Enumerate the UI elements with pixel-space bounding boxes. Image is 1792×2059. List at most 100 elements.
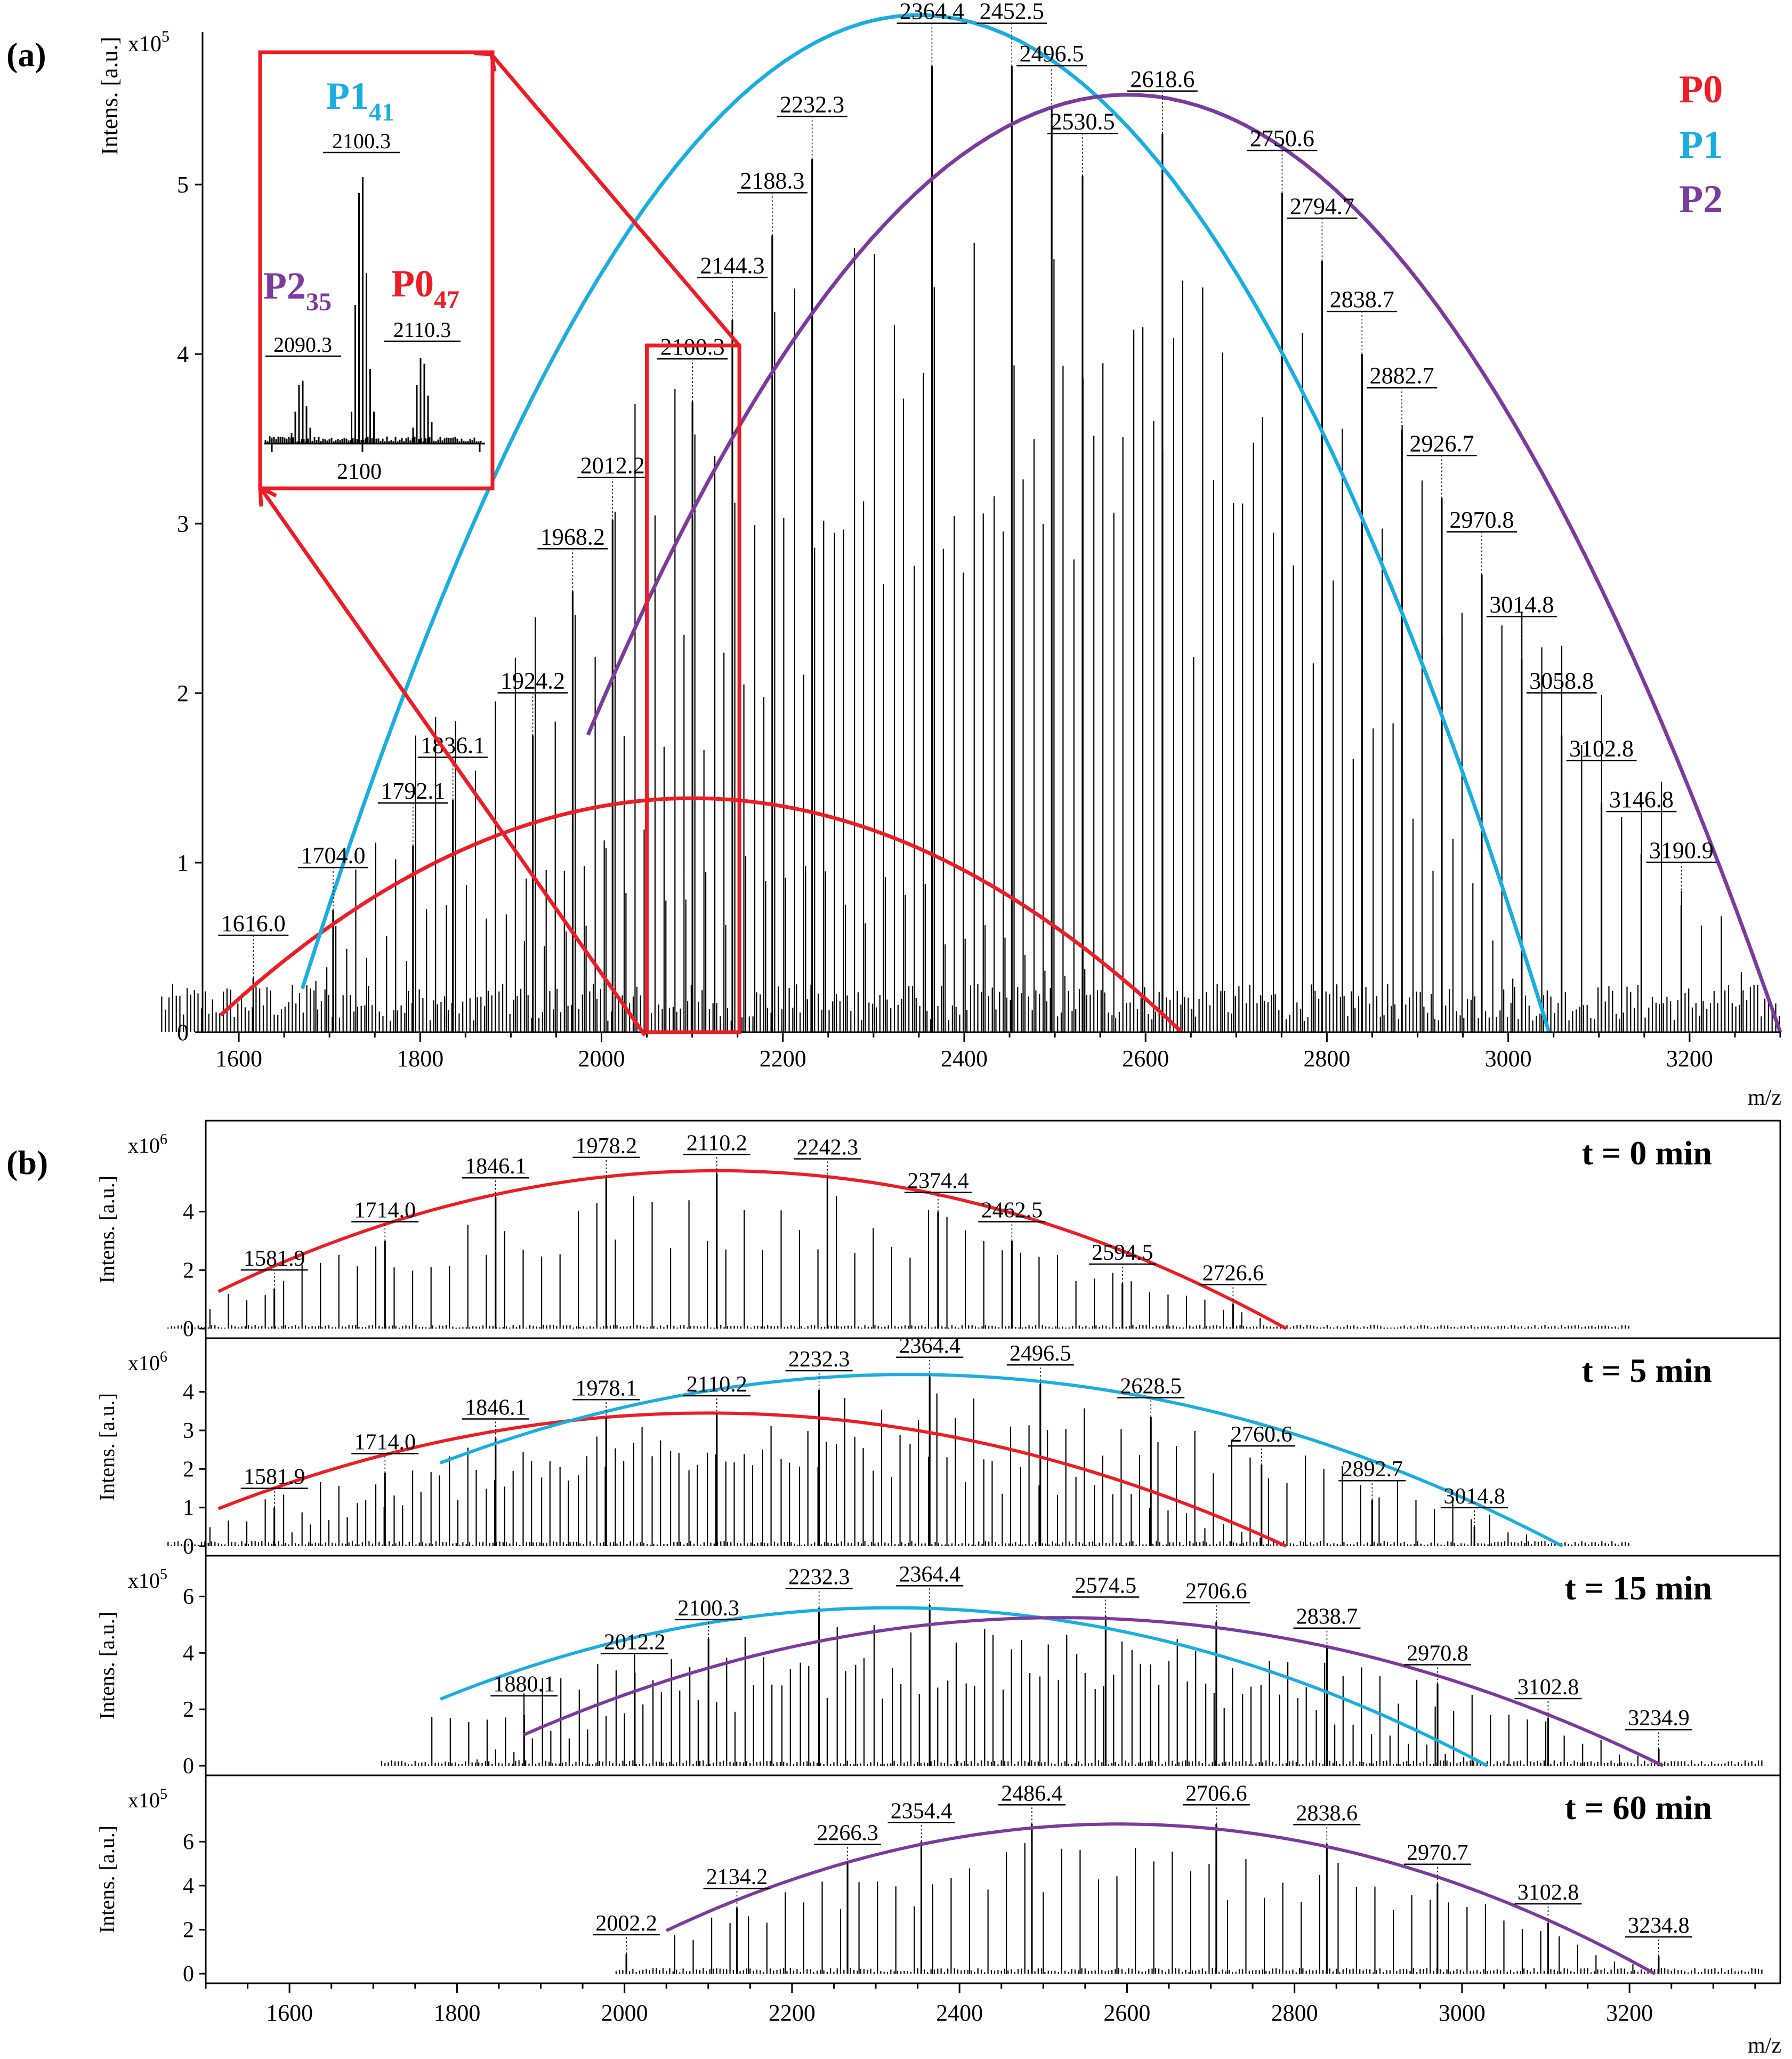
subplot-ylabel: Intens. [a.u.] [95, 1393, 119, 1501]
x-tick-label: 2200 [760, 1045, 806, 1072]
peak-label: 2266.3 [817, 1821, 878, 1846]
inset: P141 P235 P047 2090.3 2100.3 2110.3 2100 [258, 50, 495, 490]
y-multiplier: x106 [128, 1131, 167, 1157]
peak-label: 1616.0 [221, 910, 286, 936]
subplot-title: t = 15 min [1565, 1569, 1712, 1607]
peak-label: 2530.5 [1050, 108, 1115, 134]
peak-label: 2760.6 [1231, 1422, 1293, 1447]
panel-a-y-multiplier: x105 [128, 28, 169, 57]
panel-a: (a) Intens. [a.u.] x105 m/z 1616.0 1704.0… [6, 0, 1782, 1110]
peak-label: 1714.0 [354, 1198, 416, 1222]
spectrum-trace [167, 1196, 1629, 1329]
y-multiplier: x106 [128, 1349, 167, 1375]
peak-label: 2100.3 [677, 1596, 739, 1621]
legend-p0: P0 [1679, 68, 1723, 111]
envelope-p1 [439, 1606, 1488, 1767]
peak-label: 2706.6 [1185, 1579, 1247, 1604]
x-tick-label: 2000 [578, 1045, 625, 1072]
peak-label: 2970.8 [1449, 506, 1514, 533]
y-tick-label: 3 [183, 1419, 194, 1443]
y-tick-label: 2 [183, 1698, 194, 1722]
envelope-p2 [523, 1616, 1664, 1767]
y-tick-label: 4 [183, 1200, 194, 1225]
zoom-arrows [258, 51, 741, 1037]
peak-label: 2232.3 [788, 1565, 850, 1590]
x-tick-label: 1600 [215, 1045, 262, 1072]
x-tick-label: 2200 [769, 2000, 816, 2026]
peak-label: 1792.1 [381, 778, 445, 804]
highlight-box [645, 343, 741, 1034]
peak-label: 2794.7 [1290, 193, 1354, 219]
x-tick-label: 1800 [397, 1045, 443, 1072]
x-tick-label: 2600 [1103, 2000, 1150, 2026]
peak-label: 3146.8 [1609, 786, 1674, 813]
peak-label: 3014.8 [1443, 1484, 1505, 1509]
panel-b-border [205, 1120, 1781, 1984]
peak-label: 2838.7 [1296, 1605, 1358, 1629]
peak-label: 2364.4 [900, 0, 964, 25]
panel-a-legend: P0 P1 P2 [1679, 68, 1723, 221]
x-tick-label: 3200 [1606, 2000, 1653, 2026]
peak-label: 1880.1 [493, 1672, 555, 1697]
peak-label: 3102.8 [1569, 736, 1634, 762]
y-tick-label: 6 [183, 1585, 194, 1609]
peak-label: 2750.6 [1250, 125, 1314, 151]
peak-label: 2838.6 [1296, 1801, 1358, 1825]
peak-label: 1581.9 [244, 1246, 305, 1271]
y-tick-label: 0 [177, 1019, 189, 1045]
peak-label: 2364.4 [899, 1562, 960, 1587]
subplot-title: t = 0 min [1582, 1134, 1712, 1172]
x-tick-label: 3200 [1666, 1045, 1713, 1072]
y-tick-label: 5 [177, 172, 189, 198]
inset-label-p0: P047 [391, 262, 459, 314]
envelope-p2 [586, 93, 1782, 1033]
peak-label: 2892.7 [1342, 1457, 1403, 1482]
peak-label: 2574.5 [1075, 1574, 1137, 1598]
y-tick-label: 0 [183, 1534, 194, 1559]
subplot-title: t = 60 min [1565, 1789, 1712, 1827]
subplot-t60: 2002.2 2134.2 2266.3 2354.4 2486.4 2706.6 2838… [95, 1781, 1763, 1986]
subplot-t0: 1581.9 1714.0 1846.1 1978.2 2110.2 2242.3 2374… [95, 1131, 1712, 1341]
inset-peak-label: 2090.3 [273, 333, 332, 357]
x-tick-label: 2800 [1271, 2000, 1318, 2026]
peak-label: 2002.2 [595, 1911, 657, 1936]
peak-label: 2882.7 [1370, 363, 1434, 389]
peak-label: 2232.3 [788, 1347, 850, 1372]
subplot-ylabel: Intens. [a.u.] [95, 1176, 119, 1283]
peak-label: 3234.9 [1628, 1706, 1690, 1731]
panel-a-ylabel: Intens. [a.u.] [96, 37, 123, 155]
peak-label: 3014.8 [1489, 591, 1554, 617]
subplot-ylabel: Intens. [a.u.] [95, 1612, 119, 1719]
peak-label: 1968.2 [540, 524, 605, 550]
y-tick-label: 2 [183, 1457, 194, 1482]
panel-b-label: (b) [6, 1144, 48, 1181]
panel-b-frame [205, 1120, 1781, 1984]
envelope-p1 [439, 1373, 1563, 1548]
peak-label: 2486.4 [1001, 1781, 1063, 1806]
inset-peak-label: 2100.3 [332, 129, 391, 153]
y-tick-label: 3 [177, 511, 189, 537]
y-multiplier: x105 [128, 1566, 167, 1592]
panel-a-peak-labels: 1616.0 1704.0 1792.1 1836.1 1924.2 1968.2 2012… [218, 0, 1717, 978]
inset-x-tick-label: 2100 [337, 460, 382, 484]
subplot-t15: 1880.1 2012.2 2100.3 2232.3 2364.4 2574.5 2706… [95, 1562, 1763, 1779]
peak-label: 2496.5 [1020, 41, 1084, 67]
envelope-p2 [665, 1822, 1656, 1975]
zoom-arrow-lower-head [258, 484, 277, 507]
panel-b-xlabel: m/z [1748, 2033, 1781, 2058]
peak-label: 2496.5 [1010, 1341, 1071, 1366]
y-tick-label: 1 [177, 850, 189, 876]
x-tick-label: 2400 [941, 1045, 988, 1072]
peak-label: 1846.1 [465, 1154, 527, 1179]
peak-label: 2144.3 [700, 253, 764, 279]
x-tick-label: 2600 [1122, 1045, 1169, 1072]
peak-label: 1704.0 [301, 842, 365, 868]
peak-label: 2374.4 [907, 1169, 969, 1194]
legend-p1: P1 [1679, 123, 1723, 167]
y-tick-label: 4 [183, 1641, 194, 1666]
peak-label: 2110.2 [687, 1372, 747, 1397]
spectrum-trace [615, 1843, 1763, 1974]
peak-label: 2242.3 [797, 1136, 859, 1160]
